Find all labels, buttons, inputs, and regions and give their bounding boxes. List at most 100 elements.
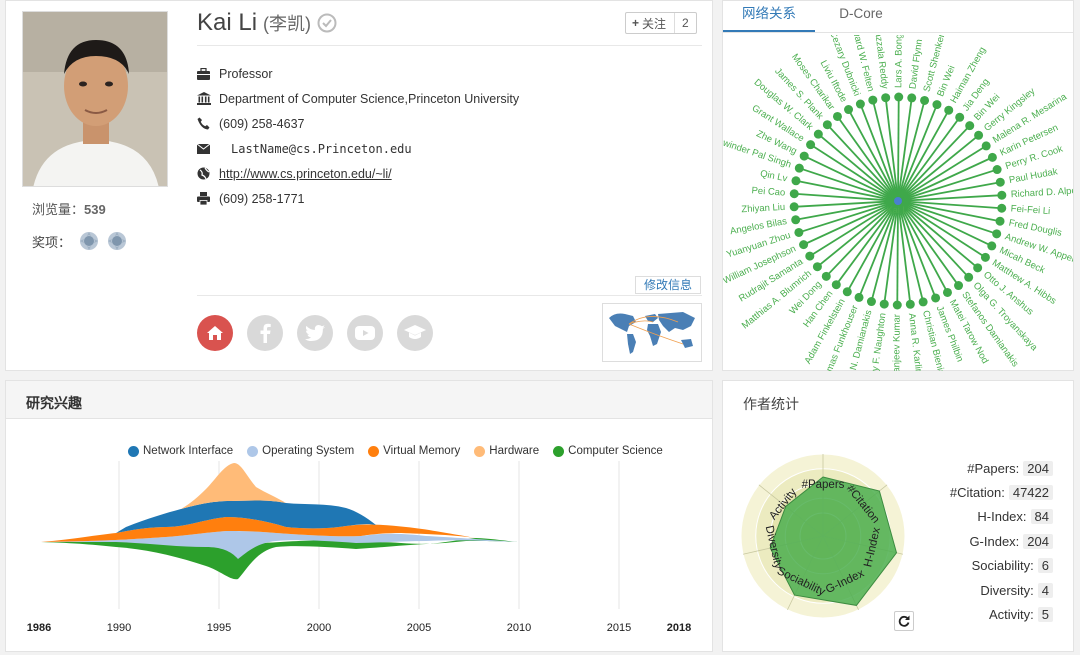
- network-node[interactable]: [987, 241, 997, 251]
- network-node[interactable]: [980, 252, 990, 262]
- phone-text: (609) 258-4637: [219, 116, 305, 131]
- legend-item[interactable]: Hardware: [474, 445, 539, 457]
- network-node-label[interactable]: Anna R. Karlin: [906, 313, 924, 371]
- follow-button[interactable]: + 关注 2: [625, 12, 697, 34]
- network-node-label[interactable]: Pei Cao: [751, 185, 785, 198]
- stream-layer[interactable]: [181, 463, 286, 509]
- network-node[interactable]: [791, 215, 801, 225]
- stream-layer[interactable]: [41, 531, 518, 559]
- network-node[interactable]: [995, 216, 1005, 226]
- network-node[interactable]: [932, 100, 942, 110]
- network-node[interactable]: [879, 299, 889, 309]
- network-node[interactable]: [812, 262, 822, 272]
- network-node[interactable]: [942, 287, 952, 297]
- network-node[interactable]: [806, 140, 816, 150]
- stat-row: Sociability: 6: [923, 554, 1053, 578]
- network-node-label[interactable]: Zhiyan Liu: [741, 202, 785, 215]
- academic-button[interactable]: [397, 315, 433, 351]
- network-node[interactable]: [973, 263, 983, 273]
- network-node[interactable]: [866, 297, 876, 307]
- network-node-label[interactable]: Richard D. Alpert: [1011, 185, 1073, 200]
- network-edge: [897, 116, 961, 202]
- network-node[interactable]: [855, 99, 865, 109]
- homepage-link[interactable]: http://www.cs.princeton.edu/~li/: [219, 166, 392, 181]
- network-edge: [897, 200, 986, 259]
- network-edge: [897, 200, 979, 269]
- network-node[interactable]: [791, 176, 801, 186]
- stat-label: Diversity:: [980, 582, 1034, 598]
- network-node[interactable]: [905, 299, 915, 309]
- network-node[interactable]: [822, 120, 832, 130]
- stat-label: Activity:: [988, 607, 1034, 623]
- legend-item[interactable]: Operating System: [247, 445, 354, 457]
- network-node[interactable]: [964, 272, 974, 282]
- interest-streamgraph[interactable]: 1986 1990 1995 2000 2005 2010 2015 2018: [6, 461, 712, 651]
- network-node-label[interactable]: Sanjeev Kumar: [891, 314, 902, 371]
- network-node[interactable]: [842, 287, 852, 297]
- network-node[interactable]: [794, 227, 804, 237]
- stream-layer[interactable]: [116, 500, 376, 534]
- legend-item[interactable]: Virtual Memory: [368, 445, 460, 457]
- legend-item[interactable]: Computer Science: [553, 445, 663, 457]
- network-node[interactable]: [907, 93, 917, 103]
- network-node[interactable]: [844, 105, 854, 115]
- network-node[interactable]: [918, 297, 928, 307]
- network-node[interactable]: [997, 190, 1007, 200]
- twitter-button[interactable]: [297, 315, 333, 351]
- chart-legend: Network Interface Operating System Virtu…: [128, 445, 663, 457]
- network-node[interactable]: [892, 300, 902, 310]
- network-node-label[interactable]: Lars A. Bongo: [893, 35, 904, 88]
- network-node[interactable]: [992, 165, 1002, 175]
- stream-layer[interactable]: [41, 517, 476, 542]
- network-node[interactable]: [974, 130, 984, 140]
- network-node[interactable]: [868, 95, 878, 105]
- network-node[interactable]: [881, 93, 891, 103]
- center-node[interactable]: [894, 197, 902, 205]
- network-edge: [859, 103, 899, 202]
- network-node[interactable]: [813, 129, 823, 139]
- network-node[interactable]: [794, 163, 804, 173]
- network-node[interactable]: [799, 151, 809, 161]
- network-node[interactable]: [894, 92, 904, 102]
- home-button[interactable]: [197, 315, 233, 351]
- network-node[interactable]: [995, 177, 1005, 187]
- network-node[interactable]: [944, 105, 954, 115]
- network-node[interactable]: [987, 152, 997, 162]
- network-node[interactable]: [931, 293, 941, 303]
- stream-layer[interactable]: [41, 538, 518, 580]
- network-node-label[interactable]: Qin Lv: [759, 168, 788, 184]
- edit-info-button[interactable]: 修改信息: [635, 276, 702, 294]
- network-edge: [847, 109, 899, 202]
- network-node[interactable]: [920, 95, 930, 105]
- tab-dcore[interactable]: D-Core: [839, 6, 883, 21]
- network-node[interactable]: [789, 189, 799, 199]
- facebook-button[interactable]: [247, 315, 283, 351]
- network-node-label[interactable]: David Flynn: [908, 39, 926, 90]
- network-node[interactable]: [992, 229, 1002, 239]
- network-node[interactable]: [854, 292, 864, 302]
- institution-icon: [197, 92, 219, 105]
- stat-row: Activity: 5: [923, 602, 1053, 626]
- network-node[interactable]: [981, 141, 991, 151]
- network-node[interactable]: [831, 280, 841, 290]
- world-map-thumbnail[interactable]: [602, 303, 702, 362]
- award-badge-icon[interactable]: [79, 231, 99, 251]
- network-node[interactable]: [954, 281, 964, 291]
- network-node[interactable]: [965, 121, 975, 131]
- network-node[interactable]: [955, 112, 965, 122]
- network-node-label[interactable]: Fei-Fei Li: [1010, 203, 1050, 217]
- network-node[interactable]: [799, 240, 809, 250]
- network-node[interactable]: [805, 251, 815, 261]
- divider: [197, 45, 702, 46]
- network-node[interactable]: [832, 111, 842, 121]
- refresh-button[interactable]: [894, 611, 914, 631]
- fax-row: (609) 258-1771: [197, 186, 519, 211]
- legend-item[interactable]: Network Interface: [128, 445, 233, 457]
- award-badge-icon[interactable]: [107, 231, 127, 251]
- network-node[interactable]: [789, 202, 799, 212]
- network-node[interactable]: [821, 271, 831, 281]
- youtube-button[interactable]: [347, 315, 383, 351]
- network-node[interactable]: [997, 203, 1007, 213]
- tab-network[interactable]: 网络关系: [723, 1, 815, 32]
